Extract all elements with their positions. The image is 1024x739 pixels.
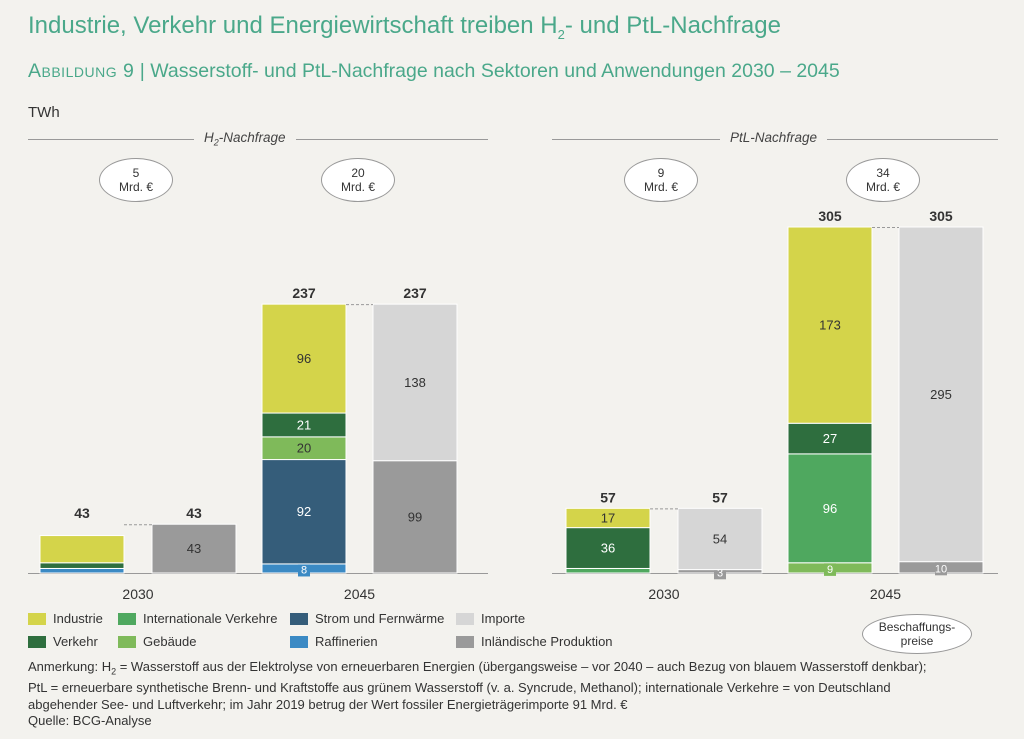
legend-item-internationale-verkehre: Internationale Verkehre [118,611,277,626]
legend-swatch [290,635,308,648]
total-label: 305 [929,208,953,224]
data-label: 21 [297,417,311,432]
price-oval-ptl-2045: 34 Mrd. € [846,158,920,202]
data-label: 96 [823,501,837,516]
chart-subtitle: Abbildung 9 | Wasserstoff- und PtL-Nachf… [28,60,840,82]
total-label: 43 [186,505,202,521]
bar-segment-industrie [565,507,651,529]
legend-swatch [456,635,474,648]
legend-item-raffinerien: Raffinerien [290,634,378,649]
legend-swatch [118,612,136,625]
procurement-prices-oval: Beschaffungs-preise [862,614,972,654]
data-label: 17 [601,510,615,525]
value-tag [298,561,310,577]
bar-segment-industrie [787,226,873,424]
year-label: 2045 [344,586,375,602]
total-label: 305 [818,208,842,224]
year-label: 2030 [122,586,153,602]
note-line-4: Quelle: BCG-Analyse [28,713,152,729]
data-label: 8 [301,564,307,576]
unit-label: TWh [28,104,60,121]
note-line-3: abgehender See- und Luftverkehr; im Jahr… [28,696,628,712]
value-tag [935,560,947,576]
legend-item-strom-und-fernwaerme: Strom und Fernwärme [290,611,444,626]
data-label: 99 [408,509,422,524]
price-oval-h2-2045: 20 Mrd. € [321,158,395,202]
ptl-section-label: PtL-Nachfrage [720,130,828,145]
value-tag [824,560,836,576]
h2-section-label: H2-Nachfrage [194,130,296,148]
legend-swatch [28,612,46,625]
data-label: 43 [187,541,201,556]
note-line-1: Anmerkung: H2 = Wasserstoff aus der Elek… [28,659,927,677]
note-line-2: PtL = erneuerbare synthetische Brenn- un… [28,680,891,696]
data-label: 3 [717,567,723,579]
data-label: 20 [297,441,311,456]
price-oval-ptl-2030: 9 Mrd. € [624,158,698,202]
legend-item-inlaendische-produktion: Inländische Produktion [456,634,613,649]
data-label: 9 [827,564,833,576]
total-label: 237 [403,285,427,301]
data-label: 36 [601,541,615,556]
bar-segment-industrie [261,303,347,414]
data-label: 27 [823,431,837,446]
legend-swatch [118,635,136,648]
total-label: 57 [712,489,728,505]
data-label: 54 [713,531,727,546]
legend-item-gebaeude: Gebäude [118,634,197,649]
bar-segment-importe [677,507,763,571]
data-label: 173 [819,318,841,333]
bar-segment-raffinerien [39,567,125,574]
bar-segment-industrie [39,535,125,564]
bar-segment-importe [372,303,458,462]
data-label: 96 [297,351,311,366]
legend-item-verkehr: Verkehr [28,634,98,649]
legend-item-importe: Importe [456,611,525,626]
bar-segment-inlaendische-produktion [151,523,237,574]
legend-item-industrie: Industrie [28,611,103,626]
year-label: 2030 [648,586,679,602]
bar-segment-verkehr [39,562,125,569]
bar-segment-strom-und-fernwaerme [261,459,347,565]
price-oval-h2-2030: 5 Mrd. € [99,158,173,202]
year-label: 2045 [870,586,901,602]
bar-segment-inlaendische-produktion [372,460,458,574]
total-label: 43 [74,505,90,521]
chart-title: Industrie, Verkehr und Energiewirtschaft… [28,12,781,42]
legend-swatch [28,635,46,648]
bar-segment-importe [898,226,984,563]
footnotes: Anmerkung: H2 = Wasserstoff aus der Elek… [28,659,1008,730]
data-label: 92 [297,504,311,519]
data-label: 295 [930,387,952,402]
bar-segment-internationale-verkehre [565,567,651,574]
legend-swatch [290,612,308,625]
legend-swatch [456,612,474,625]
data-label: 138 [404,375,426,390]
total-label: 57 [600,489,616,505]
bar-segment-internationale-verkehre [787,453,873,564]
total-label: 237 [292,285,316,301]
data-label: 10 [935,563,947,575]
